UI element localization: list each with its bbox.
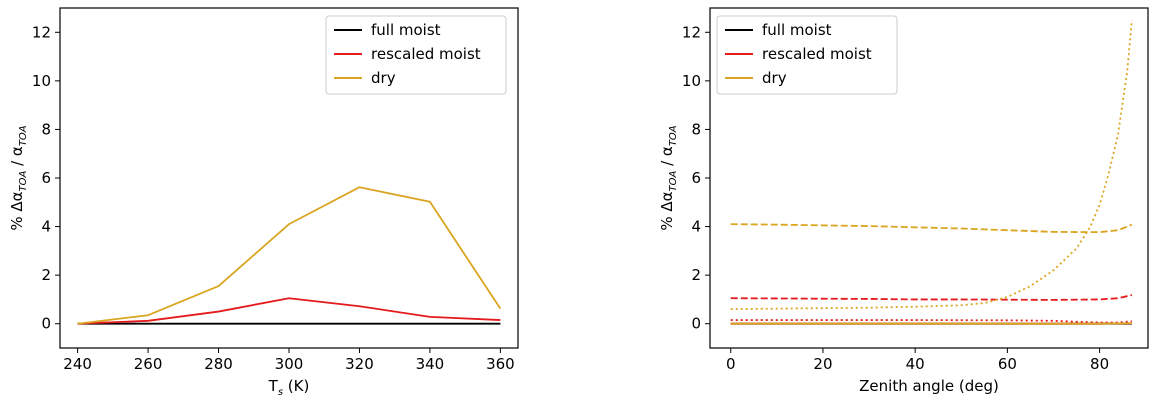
y-axis-label: % ΔαTOA / αTOA: [8, 125, 29, 230]
x-tick-label: 240: [63, 355, 92, 373]
y-tick-label: 0: [41, 315, 51, 333]
legend-label: dry: [371, 69, 396, 87]
x-tick-label: 340: [416, 355, 445, 373]
y-tick-label: 4: [41, 218, 51, 236]
y-tick-label: 6: [41, 169, 51, 187]
series-line-3-solid: [77, 186, 502, 325]
y-tick-label: 6: [691, 169, 701, 187]
y-tick-label: 4: [691, 218, 701, 236]
legend-label: rescaled moist: [371, 45, 481, 63]
x-axis-label: Ts (K): [268, 377, 310, 396]
series-line-3-dashed: [730, 223, 1133, 234]
legend-box: [325, 15, 507, 95]
y-tick-label: 0: [691, 315, 701, 333]
legend-label: full moist: [762, 21, 832, 39]
x-tick-label: 60: [998, 355, 1017, 373]
y-tick-label: 2: [41, 266, 51, 284]
legend-box: [716, 15, 898, 95]
legend-label: full moist: [371, 21, 441, 39]
x-tick-label: 20: [813, 355, 832, 373]
y-tick-label: 10: [682, 72, 701, 90]
y-tick-label: 8: [41, 120, 51, 138]
x-tick-label: 280: [204, 355, 233, 373]
series-line-4-dotted: [730, 319, 1132, 324]
y-tick-label: 12: [682, 23, 701, 41]
legend: full moist rescaled moist dry: [716, 15, 898, 95]
legend-label: dry: [762, 69, 787, 87]
legend-label: rescaled moist: [762, 45, 872, 63]
chart-panel-1: 240 260 280 300 320 340 360 0 2 4 6 8 10 12 Ts (K) % Δα…: [8, 7, 519, 396]
chart-panel-2: 0 20 40 60 80 0 2 4 6 8 10 12 Zenith angle (deg) % Δα…: [658, 7, 1149, 395]
x-tick-label: 260: [134, 355, 163, 373]
y-axis-label: % ΔαTOA / αTOA: [658, 125, 679, 230]
x-tick-label: 80: [1090, 355, 1109, 373]
y-tick-label: 12: [32, 23, 51, 41]
x-tick-label: 0: [726, 355, 736, 373]
y-tick-label: 8: [691, 120, 701, 138]
legend: full moist rescaled moist dry: [325, 15, 507, 95]
series-group: [77, 186, 502, 325]
x-axis-label: Zenith angle (deg): [859, 377, 999, 395]
series-line-2-dashed: [730, 294, 1133, 301]
x-tick-label: 40: [906, 355, 925, 373]
series-group: [730, 20, 1133, 325]
x-tick-label: 300: [275, 355, 304, 373]
y-tick-label: 10: [32, 72, 51, 90]
x-tick-label: 360: [486, 355, 515, 373]
y-tick-label: 2: [691, 266, 701, 284]
series-line-2-solid: [77, 297, 501, 325]
x-tick-label: 320: [345, 355, 374, 373]
